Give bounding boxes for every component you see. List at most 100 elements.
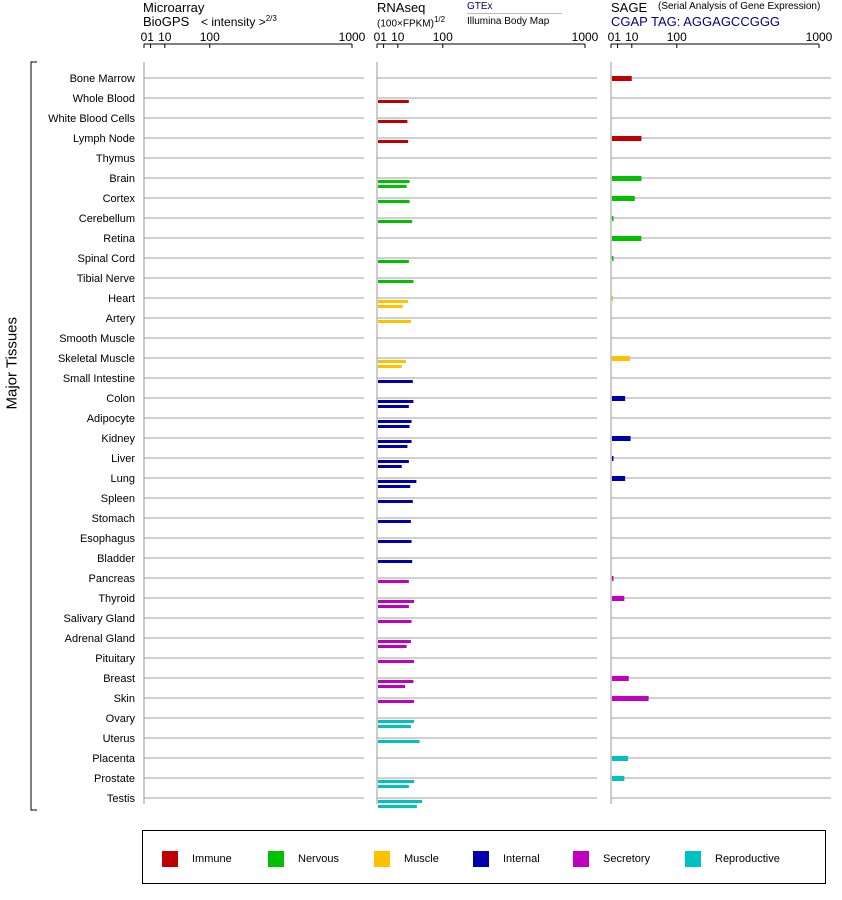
rnaseq-bar xyxy=(378,500,413,503)
sage-bar xyxy=(612,296,613,301)
rnaseq-bar xyxy=(378,280,414,283)
rnaseq-bar xyxy=(378,445,408,448)
rnaseq-bar xyxy=(378,300,409,303)
rnaseq-bar xyxy=(378,645,407,648)
rnaseq-bar xyxy=(378,605,409,608)
legend-swatch-secretory xyxy=(573,851,589,867)
microarray-tick-label: 10 xyxy=(158,30,172,44)
rnaseq-bar xyxy=(378,700,415,703)
rnaseq-bar xyxy=(378,600,415,603)
legend-item-nervous: Nervous xyxy=(268,851,339,867)
rnaseq-bar xyxy=(378,725,411,728)
legend-swatch-internal xyxy=(473,851,489,867)
sage-bar xyxy=(612,236,642,241)
rnaseq-bar xyxy=(378,440,412,443)
rnaseq-bar xyxy=(378,120,408,123)
sage-bar xyxy=(612,756,629,761)
tissue-label: Brain xyxy=(109,173,135,185)
sage-tick-label: 1 xyxy=(614,30,621,44)
tissue-label: Retina xyxy=(103,233,136,245)
tissue-label: Salivary Gland xyxy=(63,613,135,625)
rnaseq-source-gtex: GTEx xyxy=(467,1,493,12)
tissue-label: Lymph Node xyxy=(73,133,135,145)
rnaseq-bar xyxy=(378,405,409,408)
tissue-label: Bone Marrow xyxy=(70,73,135,85)
tissue-label: Liver xyxy=(111,453,135,465)
sage-bar xyxy=(612,196,635,201)
sage-bar xyxy=(612,396,626,401)
rnaseq-bar xyxy=(378,185,407,188)
legend-swatch-immune xyxy=(162,851,178,867)
sage-bar xyxy=(612,356,631,361)
rnaseq-bar xyxy=(378,100,409,103)
legend-label-internal: Internal xyxy=(503,853,540,865)
tissue-label: Spinal Cord xyxy=(78,253,135,265)
sage-bar xyxy=(612,676,629,681)
tissue-label: Breast xyxy=(103,673,135,685)
legend-label-reproductive: Reproductive xyxy=(715,853,780,865)
rnaseq-bar xyxy=(378,485,411,488)
rnaseq-bar xyxy=(378,460,409,463)
tissue-label: Lung xyxy=(111,473,135,485)
legend-item-internal: Internal xyxy=(473,851,540,867)
rnaseq-tick-label: 0 xyxy=(374,30,381,44)
microarray-tick-label: 1000 xyxy=(339,30,366,44)
sage-tick-label: 100 xyxy=(667,30,687,44)
microarray-scale-text: < intensity > xyxy=(201,15,266,29)
sage-bar xyxy=(612,216,614,221)
rnaseq-tick-label: 1000 xyxy=(572,30,599,44)
rnaseq-unit: (100×FPKM) xyxy=(377,18,434,30)
microarray-title: Microarray xyxy=(143,0,205,15)
legend-swatch-muscle xyxy=(374,851,390,867)
sage-subtitle: (Serial Analysis of Gene Expression) xyxy=(658,1,821,12)
sage-bar xyxy=(612,256,614,261)
tissue-label: Thyroid xyxy=(98,593,135,605)
sage-bar xyxy=(612,136,642,141)
sage-bar xyxy=(612,176,642,181)
rnaseq-subtitle: (100×FPKM)1/2 xyxy=(377,16,445,29)
microarray-tick-label: 0 xyxy=(141,30,148,44)
rnaseq-bar xyxy=(378,800,423,803)
tissue-label: Artery xyxy=(106,313,136,325)
rnaseq-bar xyxy=(378,465,402,468)
rnaseq-bar xyxy=(378,260,409,263)
sage-bar xyxy=(612,576,614,581)
tissue-label: Adrenal Gland xyxy=(65,633,135,645)
tissue-label: Skeletal Muscle xyxy=(58,353,135,365)
rnaseq-tick-label: 10 xyxy=(391,30,405,44)
legend-item-reproductive: Reproductive xyxy=(685,851,780,867)
tissue-label: Heart xyxy=(108,293,135,305)
tissue-label: Whole Blood xyxy=(73,93,135,105)
rnaseq-bar xyxy=(378,380,413,383)
sage-bar xyxy=(612,76,632,81)
tissue-label: Esophagus xyxy=(80,533,136,545)
rnaseq-scale-exponent: 1/2 xyxy=(433,15,446,24)
tissue-label: Uterus xyxy=(103,733,136,745)
legend-swatch-nervous xyxy=(268,851,284,867)
tissue-label: White Blood Cells xyxy=(48,113,135,125)
rnaseq-bar xyxy=(378,740,420,743)
sage-bar xyxy=(612,596,625,601)
tissue-label: Bladder xyxy=(97,553,135,565)
rnaseq-bar xyxy=(378,680,414,683)
legend-item-immune: Immune xyxy=(162,851,232,867)
rnaseq-bar xyxy=(378,365,402,368)
rnaseq-bar xyxy=(378,660,415,663)
legend-item-muscle: Muscle xyxy=(374,851,439,867)
microarray-scale-exponent: 2/3 xyxy=(265,14,277,23)
rnaseq-tick-label: 100 xyxy=(433,30,453,44)
rnaseq-title: RNAseq xyxy=(377,0,426,15)
rnaseq-bar xyxy=(378,140,409,143)
rnaseq-bar xyxy=(378,220,413,223)
sage-bar xyxy=(612,476,626,481)
rnaseq-bar xyxy=(378,360,406,363)
legend-swatch-reproductive xyxy=(685,851,701,867)
tissue-label: Cerebellum xyxy=(79,213,135,225)
tissue-label: Pituitary xyxy=(95,653,135,665)
sage-bar xyxy=(612,436,631,441)
legend-label-secretory: Secretory xyxy=(603,853,651,865)
rnaseq-bar xyxy=(378,520,411,523)
tissue-label: Testis xyxy=(107,793,136,805)
microarray-tick-label: 1 xyxy=(147,30,154,44)
